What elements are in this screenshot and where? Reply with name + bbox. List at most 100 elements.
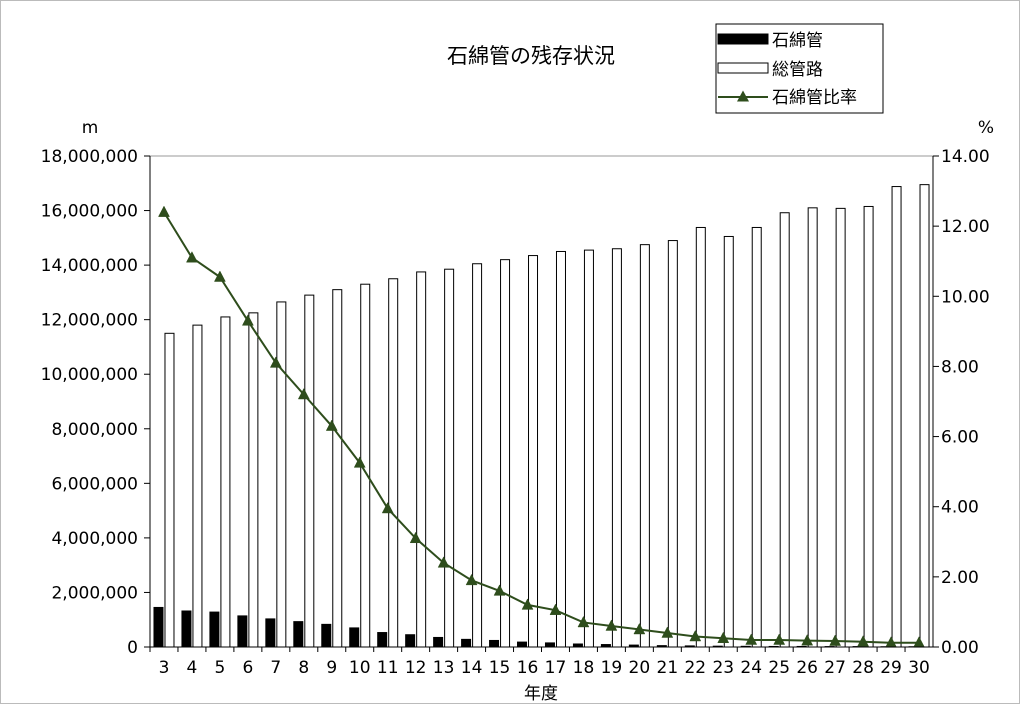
right-tick-label: 14.00 bbox=[941, 147, 990, 167]
bar-asbestos bbox=[461, 638, 472, 648]
ratio-point bbox=[773, 633, 786, 645]
bar-total bbox=[416, 271, 427, 648]
left-tick-label: 4,000,000 bbox=[51, 529, 138, 549]
x-tick-label: 21 bbox=[657, 658, 679, 678]
ratio-point bbox=[213, 270, 226, 282]
left-tick-label: 18,000,000 bbox=[41, 147, 138, 167]
bar-total bbox=[807, 207, 818, 648]
x-axis-label: 年度 bbox=[524, 684, 558, 704]
bar-total bbox=[639, 244, 650, 648]
x-tick-label: 13 bbox=[433, 658, 455, 678]
x-tick-label: 25 bbox=[768, 658, 790, 678]
x-tick-label: 5 bbox=[214, 658, 225, 678]
right-tick-label: 8.00 bbox=[941, 357, 979, 377]
x-tick-label: 3 bbox=[159, 658, 170, 678]
x-tick-label: 23 bbox=[712, 658, 734, 678]
x-tick-label: 14 bbox=[461, 658, 483, 678]
chart-title: 石綿管の残存状況 bbox=[447, 44, 615, 68]
legend-label-ratio: 石綿管比率 bbox=[772, 88, 857, 108]
bar-total bbox=[863, 205, 874, 648]
bar-total bbox=[751, 226, 762, 648]
x-tick-label: 12 bbox=[405, 658, 427, 678]
bar-asbestos bbox=[293, 621, 304, 648]
right-tick-label: 12.00 bbox=[941, 217, 990, 237]
bar-total bbox=[276, 301, 287, 648]
ratio-point bbox=[493, 584, 506, 596]
left-tick-label: 0 bbox=[127, 638, 138, 658]
bar-total bbox=[388, 278, 399, 648]
ratio-point bbox=[186, 251, 198, 263]
bar-total bbox=[472, 263, 483, 648]
bar-total bbox=[695, 226, 706, 648]
ratio-point bbox=[437, 556, 450, 568]
left-axis-unit: m bbox=[82, 118, 99, 138]
bar-asbestos bbox=[209, 611, 220, 648]
x-tick-label: 9 bbox=[326, 658, 337, 678]
bar-asbestos bbox=[405, 634, 416, 648]
bar-total bbox=[444, 268, 455, 648]
legend: 石綿管 総管路 石綿管比率 bbox=[715, 23, 884, 114]
right-tick-label: 10.00 bbox=[941, 287, 990, 307]
ratio-point bbox=[241, 314, 254, 326]
right-tick-label: 2.00 bbox=[941, 568, 979, 588]
x-tick-label: 6 bbox=[242, 658, 253, 678]
plot-area bbox=[153, 184, 930, 648]
x-tick-label: 27 bbox=[824, 658, 846, 678]
x-tick-label: 24 bbox=[740, 658, 762, 678]
ratio-point bbox=[409, 531, 422, 544]
bar-asbestos bbox=[377, 632, 388, 648]
x-tick-label: 4 bbox=[187, 658, 198, 678]
ratio-point bbox=[325, 419, 338, 431]
x-tick-label: 10 bbox=[349, 658, 371, 678]
right-axis-unit: % bbox=[978, 118, 994, 138]
right-tick-label: 0.00 bbox=[941, 638, 979, 658]
left-tick-label: 10,000,000 bbox=[41, 365, 138, 385]
legend-marker-ratio bbox=[737, 90, 749, 102]
bar-asbestos bbox=[237, 615, 248, 648]
left-tick-label: 14,000,000 bbox=[41, 256, 138, 276]
legend-label-asbestos: 石綿管 bbox=[772, 31, 823, 51]
bar-total bbox=[891, 186, 902, 648]
left-tick-label: 6,000,000 bbox=[51, 474, 138, 494]
bar-total bbox=[248, 312, 259, 648]
x-tick-label: 7 bbox=[270, 658, 281, 678]
bar-total bbox=[583, 249, 594, 648]
bar-total bbox=[667, 240, 678, 648]
bar-asbestos bbox=[181, 610, 192, 648]
x-tick-label: 18 bbox=[573, 658, 595, 678]
left-tick-label: 12,000,000 bbox=[41, 311, 138, 331]
bar-asbestos bbox=[265, 618, 276, 648]
ratio-point bbox=[717, 631, 730, 643]
legend-swatch-total bbox=[717, 62, 769, 74]
bar-asbestos bbox=[433, 636, 444, 648]
legend-swatch-asbestos bbox=[717, 33, 769, 45]
ratio-point bbox=[689, 629, 702, 642]
bar-total bbox=[919, 184, 930, 648]
ratio-point bbox=[465, 573, 478, 586]
ratio-point bbox=[829, 634, 842, 646]
legend-label-total: 総管路 bbox=[772, 60, 823, 80]
bar-asbestos bbox=[153, 606, 164, 648]
bar-total bbox=[555, 250, 566, 648]
ratio-point bbox=[353, 456, 366, 468]
axes: 0 2,000,000 4,000,000 6,000,000 8,000,000 10,… bbox=[41, 147, 990, 678]
right-tick-label: 6.00 bbox=[941, 428, 979, 448]
bar-total bbox=[723, 235, 734, 648]
bar-asbestos bbox=[321, 623, 332, 648]
ratio-line bbox=[163, 211, 920, 644]
bar-asbestos bbox=[544, 642, 555, 648]
ratio-point bbox=[158, 205, 170, 217]
x-tick-label: 28 bbox=[852, 658, 874, 678]
ratio-point bbox=[521, 598, 534, 610]
bar-asbestos bbox=[349, 627, 360, 648]
left-tick-label: 16,000,000 bbox=[41, 202, 138, 222]
ratio-point bbox=[801, 634, 814, 646]
ratio-point bbox=[661, 626, 674, 638]
ratio-point bbox=[605, 619, 618, 631]
ratio-point bbox=[549, 603, 562, 615]
bar-total bbox=[220, 316, 231, 648]
x-tick-label: 15 bbox=[489, 658, 511, 678]
bar-asbestos bbox=[489, 639, 500, 648]
